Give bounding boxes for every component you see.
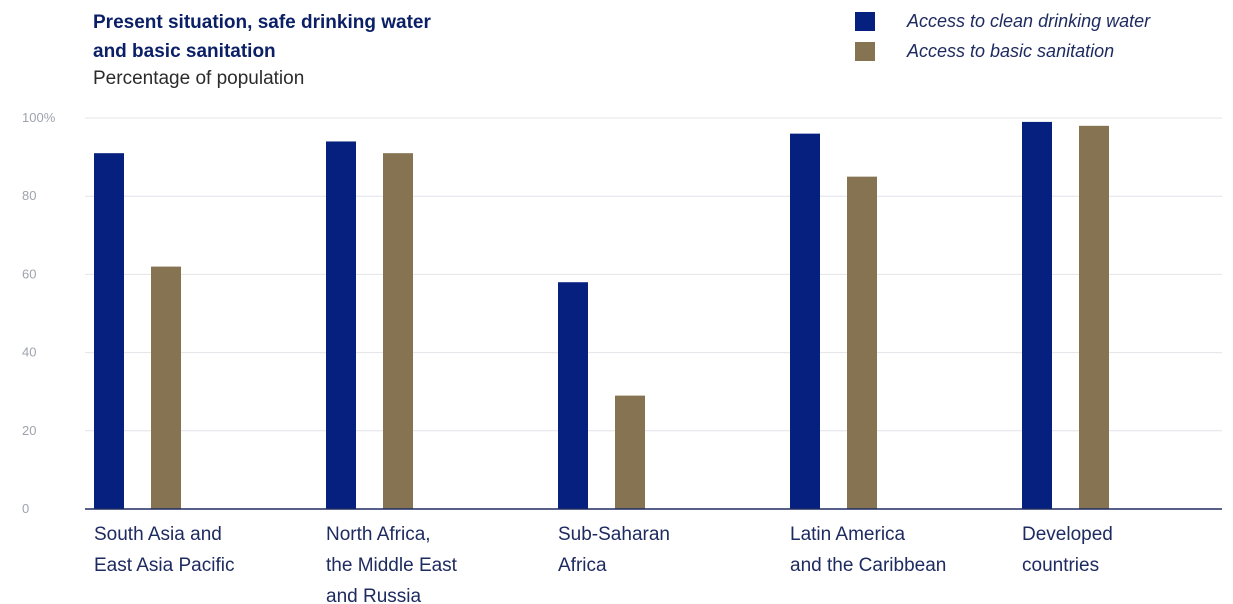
- legend-swatch-sanitation: [855, 41, 875, 61]
- category-label: Sub-Saharan Africa: [558, 524, 670, 576]
- y-tick-label: 60: [22, 266, 36, 281]
- category-label-line: and Russia: [326, 586, 421, 604]
- bar: [1079, 125, 1109, 509]
- bar: [383, 153, 413, 509]
- chart-subtitle: Percentage of population: [93, 68, 305, 89]
- y-tick-label: 0: [22, 501, 29, 516]
- category-label-line: Africa: [558, 555, 607, 576]
- category-label: Developed countries: [1022, 524, 1113, 576]
- bar: [790, 133, 820, 509]
- bar: [847, 176, 877, 509]
- legend-label-sanitation: Access to basic sanitation: [907, 40, 1115, 61]
- y-tick-label: 100%: [22, 110, 56, 125]
- y-tick-label: 40: [22, 345, 36, 360]
- category-label-line: East Asia Pacific: [94, 555, 234, 576]
- y-tick-label: 20: [22, 423, 36, 438]
- category-label: South Asia and East Asia Pacific: [94, 524, 234, 576]
- legend-item-water: Access to clean drinking water: [855, 6, 1150, 36]
- legend: Access to clean drinking water Access to…: [855, 6, 1150, 66]
- category-label-line: North Africa,: [326, 524, 431, 545]
- bar: [94, 153, 124, 509]
- category-label-line: and the Caribbean: [790, 555, 946, 576]
- category-label-line: South Asia and: [94, 524, 222, 545]
- category-label-line: Sub-Saharan: [558, 524, 670, 545]
- bar: [326, 141, 356, 509]
- bar: [151, 266, 181, 509]
- bar: [615, 395, 645, 509]
- legend-label-water: Access to clean drinking water: [907, 10, 1151, 31]
- bar: [558, 282, 588, 509]
- legend-item-sanitation: Access to basic sanitation: [855, 36, 1150, 66]
- category-label: North Africa, the Middle East and Russia: [326, 524, 458, 604]
- category-label: Latin America and the Caribbean: [790, 524, 946, 576]
- bar: [1022, 121, 1052, 509]
- category-label-line: countries: [1022, 555, 1099, 576]
- chart-title: Present situation, safe drinking water a…: [93, 12, 431, 62]
- category-label-line: Developed: [1022, 524, 1113, 545]
- category-label-line: the Middle East: [326, 555, 458, 576]
- category-label-line: Latin America: [790, 524, 906, 545]
- legend-swatch-water: [855, 11, 875, 31]
- y-tick-label: 80: [22, 188, 36, 203]
